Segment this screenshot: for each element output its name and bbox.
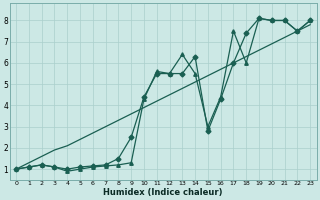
X-axis label: Humidex (Indice chaleur): Humidex (Indice chaleur) <box>103 188 223 197</box>
